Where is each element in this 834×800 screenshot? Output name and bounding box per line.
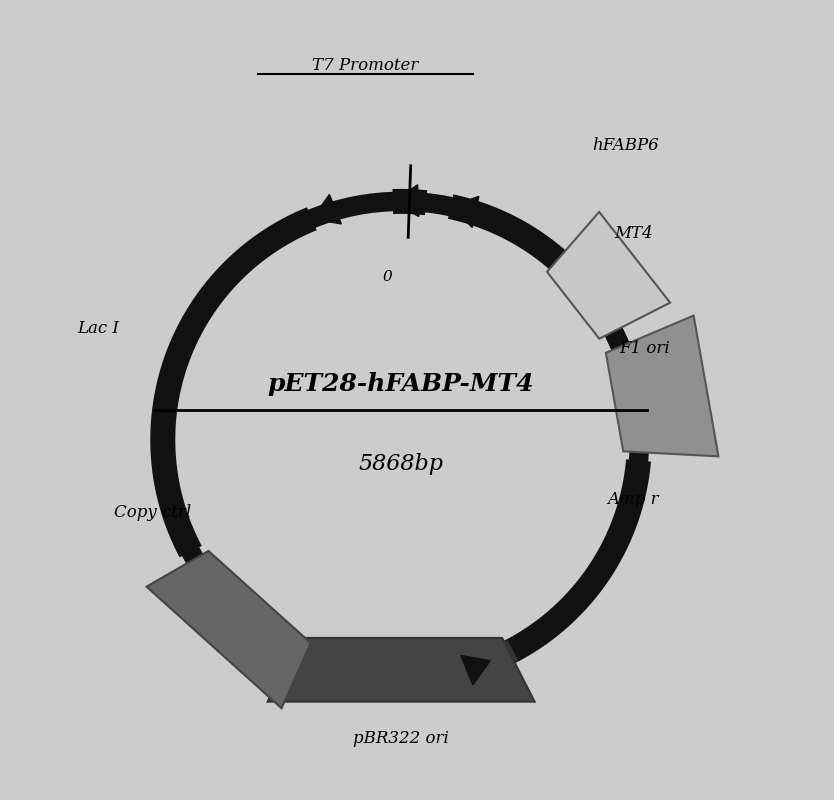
Text: hFABP6: hFABP6: [592, 138, 659, 154]
Text: Amp r: Amp r: [608, 491, 660, 508]
Circle shape: [163, 202, 640, 678]
Text: MT4: MT4: [614, 225, 653, 242]
Text: Lac I: Lac I: [77, 320, 119, 337]
Text: 0: 0: [383, 270, 393, 284]
Polygon shape: [450, 196, 479, 227]
Polygon shape: [312, 194, 341, 224]
Text: pBR322 ori: pBR322 ori: [353, 730, 449, 746]
Polygon shape: [393, 185, 419, 217]
Polygon shape: [547, 212, 670, 338]
Text: 5868bp: 5868bp: [359, 453, 444, 474]
Text: pET28-hFABP-MT4: pET28-hFABP-MT4: [268, 372, 535, 396]
Text: F1 ori: F1 ori: [620, 340, 671, 357]
Polygon shape: [268, 638, 535, 702]
Text: T7 Promoter: T7 Promoter: [312, 58, 419, 74]
Polygon shape: [461, 655, 490, 685]
Polygon shape: [605, 315, 718, 456]
Polygon shape: [147, 551, 310, 708]
Text: Copy ctrl: Copy ctrl: [113, 504, 191, 522]
